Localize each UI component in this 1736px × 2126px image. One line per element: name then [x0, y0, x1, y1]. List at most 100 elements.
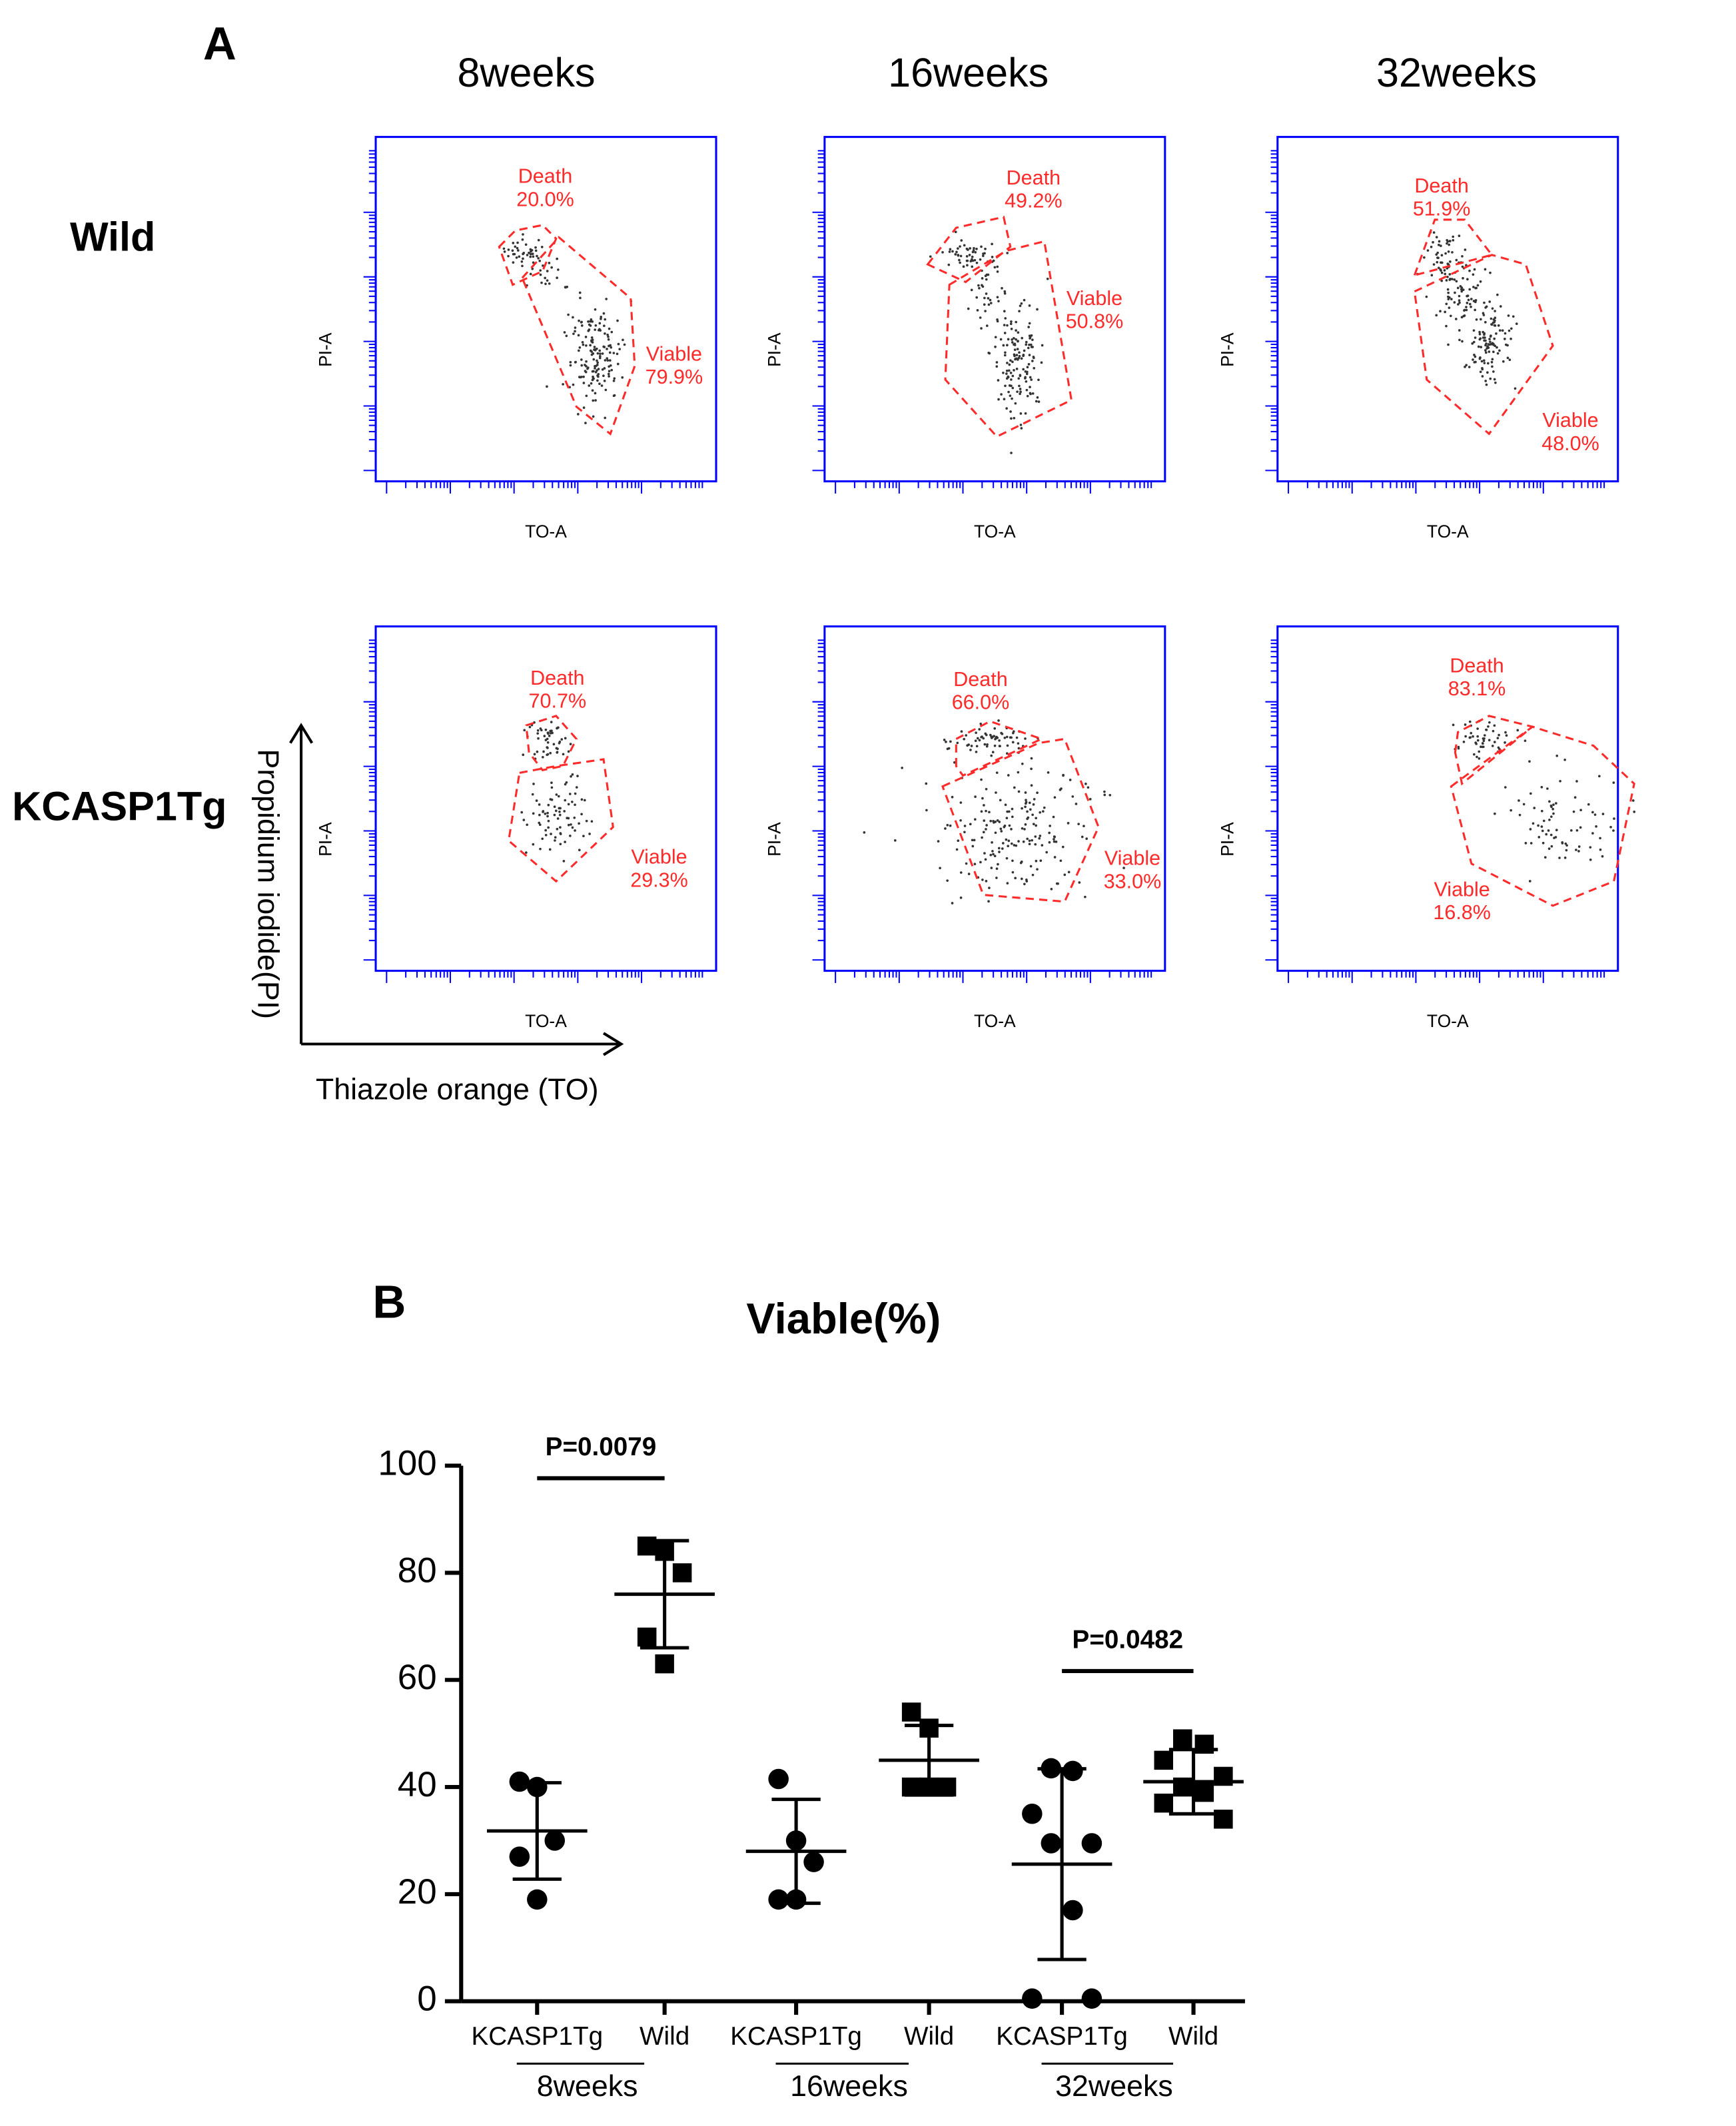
- event-dot: [537, 238, 540, 242]
- event-dot: [974, 250, 977, 254]
- event-dot: [597, 373, 600, 376]
- event-dot: [1019, 424, 1023, 426]
- event-dot: [994, 345, 997, 348]
- gate-name: Death: [1414, 175, 1468, 197]
- event-dot: [590, 353, 594, 356]
- event-dot: [610, 330, 614, 334]
- event-dot: [1057, 882, 1059, 885]
- event-dot: [1591, 832, 1594, 835]
- event-dot: [546, 747, 549, 749]
- event-dot: [1013, 348, 1017, 351]
- event-dot: [1034, 843, 1037, 846]
- event-dot: [1490, 360, 1494, 364]
- event-dot: [989, 733, 992, 737]
- event-dot: [582, 835, 585, 838]
- event-dot: [1026, 817, 1029, 821]
- event-dot: [959, 801, 963, 804]
- event-dot: [594, 392, 597, 395]
- event-dot: [1028, 304, 1031, 307]
- event-dot: [1575, 780, 1578, 783]
- event-dot: [1003, 398, 1006, 401]
- data-point: [672, 1563, 692, 1583]
- event-dot: [597, 375, 600, 378]
- event-dot: [550, 781, 553, 785]
- event-dot: [540, 245, 544, 248]
- event-dot: [1027, 346, 1030, 350]
- event-dot: [539, 847, 542, 851]
- event-dot: [608, 370, 611, 373]
- event-dot: [1446, 275, 1449, 278]
- event-dot: [1458, 294, 1461, 298]
- event-dot: [975, 261, 979, 264]
- event-dot: [1435, 253, 1438, 256]
- x-axis-label: TO-A: [974, 522, 1016, 541]
- event-dot: [1005, 838, 1008, 841]
- week-label: 8weeks: [537, 2069, 638, 2103]
- event-dot: [574, 326, 577, 329]
- event-dot: [1478, 330, 1481, 334]
- event-dot: [1494, 812, 1496, 815]
- event-dot: [1485, 728, 1488, 731]
- event-dot: [1565, 844, 1568, 847]
- event-dot: [575, 786, 578, 789]
- event-dot: [949, 824, 952, 827]
- event-dot: [1504, 332, 1507, 335]
- x-axis-label: TO-A: [525, 1011, 567, 1031]
- event-dot: [1455, 280, 1458, 283]
- event-dot: [564, 841, 566, 843]
- data-point: [544, 1830, 566, 1851]
- event-dot: [538, 823, 542, 827]
- event-dot: [1059, 789, 1062, 791]
- event-dot: [1021, 827, 1024, 830]
- event-dot: [567, 750, 570, 753]
- event-dot: [1432, 240, 1434, 244]
- event-dot: [1492, 318, 1496, 321]
- event-dot: [1481, 745, 1484, 749]
- event-dot: [1029, 376, 1032, 379]
- event-dot: [529, 255, 532, 258]
- event-dot: [1035, 859, 1038, 863]
- p-value: P=0.0482: [1073, 1625, 1184, 1654]
- event-dot: [1491, 745, 1494, 747]
- event-dot: [975, 731, 977, 735]
- event-dot: [1599, 837, 1601, 840]
- event-dot: [1025, 340, 1028, 344]
- event-dot: [1460, 286, 1464, 289]
- event-dot: [518, 255, 521, 258]
- event-dot: [1055, 840, 1058, 843]
- event-dot: [1008, 810, 1011, 813]
- event-dot: [536, 729, 540, 732]
- gate-percent: 83.1%: [1448, 677, 1506, 700]
- event-dot: [1476, 735, 1480, 738]
- event-dot: [985, 824, 988, 827]
- event-dot: [993, 735, 996, 737]
- event-dot: [987, 297, 990, 300]
- event-dot: [1493, 378, 1496, 381]
- data-point: [1154, 1793, 1174, 1813]
- event-dot: [598, 382, 601, 386]
- event-dot: [1046, 277, 1049, 280]
- event-dot: [556, 827, 559, 831]
- event-dot: [544, 833, 548, 837]
- event-dot: [528, 251, 530, 254]
- event-dot: [525, 851, 528, 854]
- event-dot: [999, 827, 1003, 831]
- event-dot: [1019, 412, 1023, 415]
- event-dot: [1505, 734, 1508, 737]
- event-dot: [959, 245, 961, 248]
- event-dot: [1531, 822, 1535, 825]
- event-dot: [1023, 828, 1026, 831]
- event-dot: [1550, 815, 1553, 818]
- event-dot: [556, 276, 558, 279]
- event-dot: [546, 811, 549, 815]
- event-dot: [1493, 324, 1496, 327]
- event-dot: [616, 362, 620, 366]
- event-dot: [1550, 845, 1553, 848]
- event-dot: [1482, 737, 1485, 740]
- event-dot: [1025, 799, 1027, 801]
- event-dot: [982, 254, 985, 257]
- event-dot: [589, 320, 592, 323]
- event-dot: [1507, 314, 1510, 317]
- event-dot: [1438, 240, 1441, 243]
- event-dot: [574, 330, 576, 333]
